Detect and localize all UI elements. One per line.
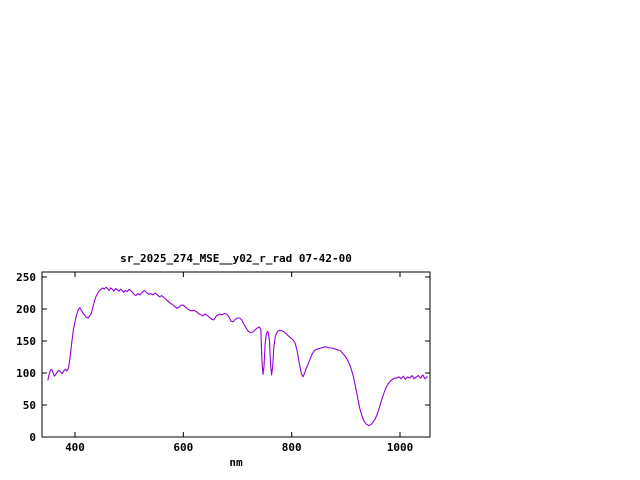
y-tick-label: 50	[23, 399, 36, 412]
x-axis-label: nm	[229, 456, 243, 469]
y-tick-label: 0	[29, 431, 36, 444]
spectrum-line	[47, 286, 428, 427]
x-tick-label: 600	[173, 441, 193, 454]
y-tick-label: 200	[16, 303, 36, 316]
chart-title: sr_2025_274_MSE__y02_r_rad 07-42-00	[120, 252, 352, 265]
axis-ticks: 400 600 800 1000 0 50 100 150 200 250	[16, 271, 430, 454]
plot-border	[41, 271, 431, 438]
x-tick-label: 400	[65, 441, 85, 454]
x-tick-label: 1000	[387, 441, 414, 454]
y-tick-label: 250	[16, 271, 36, 284]
x-tick-label: 800	[282, 441, 302, 454]
y-tick-label: 150	[16, 335, 36, 348]
y-tick-label: 100	[16, 367, 36, 380]
